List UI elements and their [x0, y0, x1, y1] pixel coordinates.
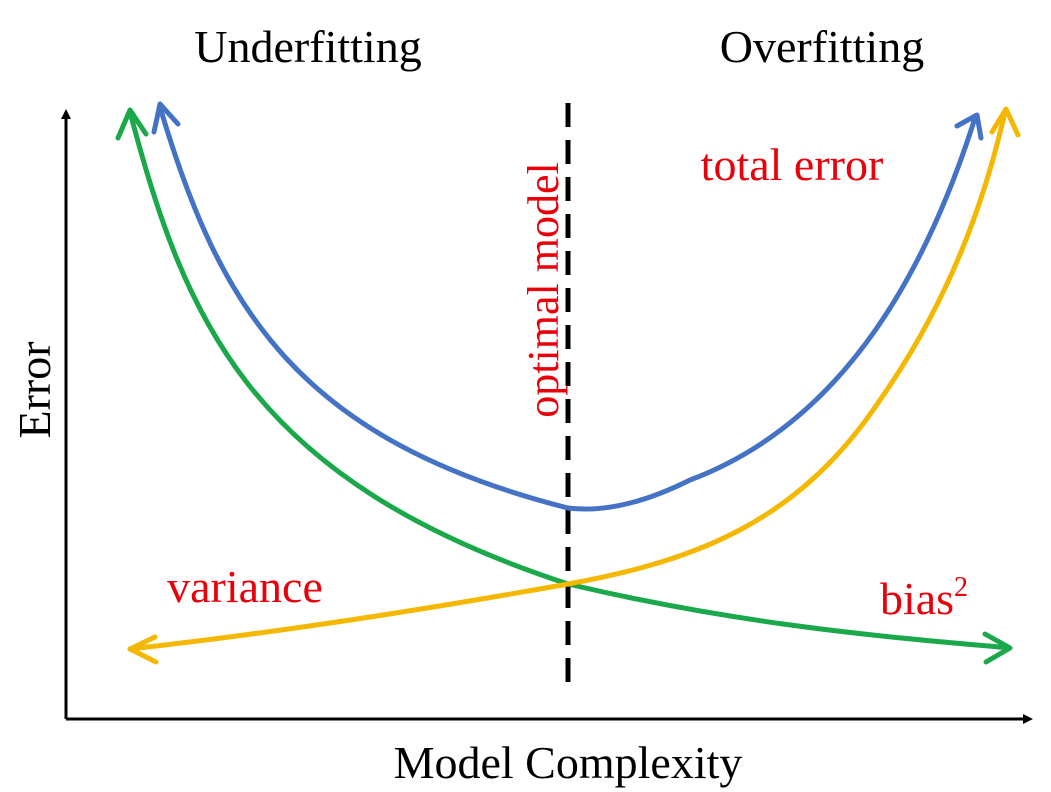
total-error-arrowhead-right [954, 112, 984, 141]
total-error-curve [157, 104, 978, 512]
bias-curve-arrowhead-right [982, 631, 1013, 665]
variance-curve [127, 109, 1008, 652]
total-error-arrowhead-left [151, 101, 181, 135]
variance-arrowhead-left [127, 634, 159, 665]
x-axis-title: Model Complexity [394, 737, 743, 788]
bias-label: bias2 [880, 572, 968, 624]
variance-arrowhead-top [989, 106, 1021, 138]
bias-label-text: bias [880, 573, 954, 624]
total-error-label: total error [701, 139, 884, 190]
variance-label: variance [167, 561, 323, 612]
overfitting-label: Overfitting [720, 21, 924, 72]
bias-curve-arrowhead-top [115, 107, 149, 141]
bias-curve [127, 109, 1013, 651]
optimal-model-label: optimal model [519, 162, 568, 417]
bias-label-exponent: 2 [954, 572, 968, 603]
y-axis-title: Error [9, 341, 60, 438]
underfitting-label: Underfitting [194, 21, 421, 72]
